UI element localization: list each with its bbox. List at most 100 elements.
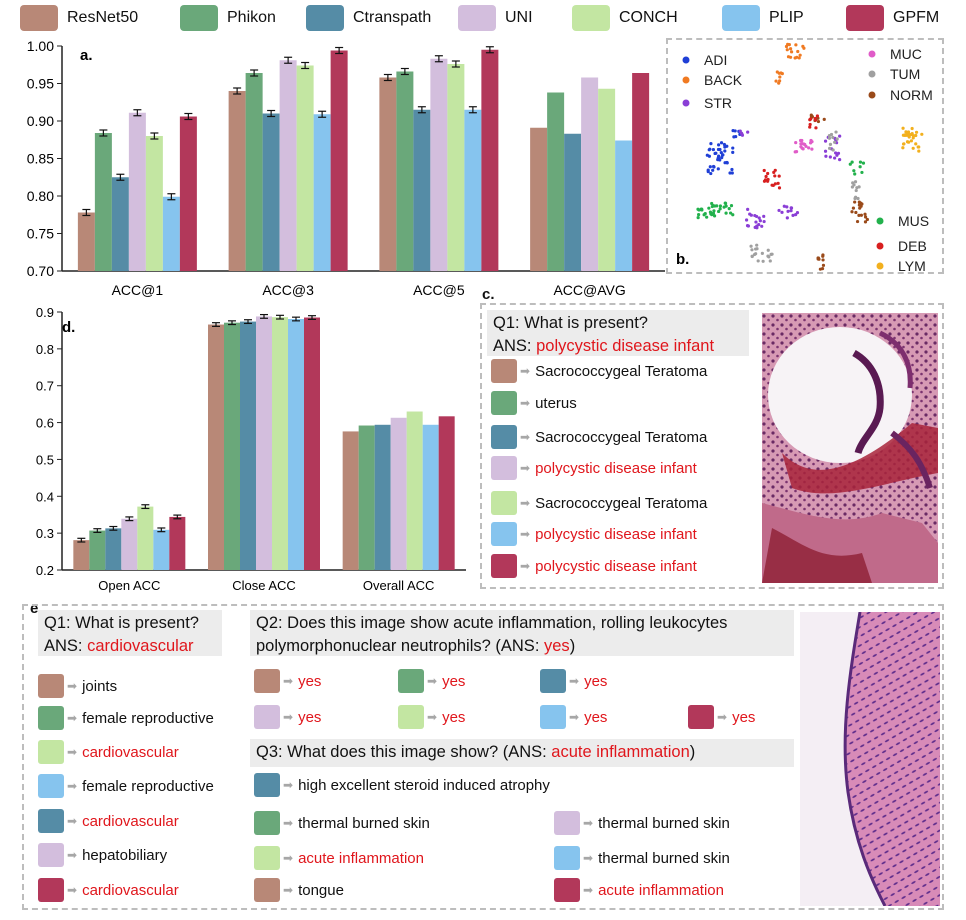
- legend-label: PLIP: [769, 9, 804, 26]
- answer-row: ➡ polycystic disease infant: [491, 455, 697, 481]
- bar: [137, 506, 154, 570]
- scatter-point: [706, 170, 710, 174]
- scatter-point: [850, 210, 854, 214]
- model-swatch: [540, 705, 566, 729]
- panel-e-q2-ans: yes: [544, 637, 570, 655]
- answer-text: hepatobiliary: [82, 846, 168, 864]
- scatter-point: [762, 214, 766, 218]
- bar: [447, 64, 465, 271]
- scatter-point: [731, 146, 735, 150]
- scatter-point: [731, 150, 735, 154]
- answer-row: ➡ thermal burned skin: [254, 810, 430, 836]
- scatter-point: [909, 132, 913, 137]
- arrow-icon: ➡: [67, 779, 78, 793]
- scatter-point: [823, 149, 828, 153]
- scatter-legend-dot: [868, 50, 876, 58]
- scatter-point: [731, 213, 735, 217]
- scatter-point: [705, 215, 709, 219]
- scatter-legend-dot: [682, 76, 690, 84]
- scatter-point: [835, 153, 839, 157]
- scatter-point: [755, 243, 759, 247]
- scatter-point: [808, 125, 812, 129]
- model-swatch: [554, 846, 580, 870]
- scatter-point: [856, 196, 860, 201]
- bar: [228, 91, 246, 271]
- scatter-point: [715, 204, 719, 208]
- scatter-point: [766, 171, 770, 176]
- scatter-point: [857, 213, 861, 218]
- panel-e-q3-ans: acute inflammation: [551, 743, 690, 761]
- scatter-point: [724, 211, 728, 215]
- legend-label: Ctranspath: [353, 9, 432, 26]
- scatter-point: [709, 171, 713, 176]
- bar: [422, 424, 439, 570]
- scatter-point: [838, 158, 842, 162]
- panel-e-q2-line1: Q2: Does this image show acute inflammat…: [256, 614, 728, 632]
- answer-text: yes: [298, 708, 322, 726]
- scatter-point: [785, 216, 789, 220]
- scatter-legend-label: STR: [704, 95, 732, 111]
- answer-row: ➡ yes: [254, 704, 321, 730]
- legend-item: Phikon: [180, 4, 276, 32]
- panel-e-q3-suffix: ): [689, 743, 696, 761]
- y-tick-label: 1.00: [27, 38, 54, 54]
- scatter-point: [786, 42, 790, 46]
- bar: [240, 321, 256, 570]
- panel-c-question-box: Q1: What is present? ANS: polycystic dis…: [487, 310, 749, 356]
- scatter-point: [848, 162, 852, 166]
- scatter-point: [827, 133, 832, 138]
- scatter-point: [865, 217, 869, 222]
- scatter-point: [901, 142, 906, 146]
- answer-row: ➡ thermal burned skin: [554, 810, 730, 836]
- arrow-icon: ➡: [520, 496, 531, 510]
- answer-text: cardiovascular: [82, 743, 179, 761]
- legend-item: UNI: [458, 4, 533, 32]
- panel-e-q3-prefix: Q3: What does this image show? (ANS:: [256, 743, 552, 761]
- scatter-point: [728, 171, 732, 175]
- scatter-point: [746, 224, 751, 228]
- scatter-point: [807, 146, 811, 150]
- scatter-point: [740, 133, 745, 137]
- bar: [374, 424, 391, 570]
- answer-row: ➡ female reproductive: [38, 773, 214, 799]
- scatter-point: [749, 244, 753, 248]
- arrow-icon: ➡: [67, 814, 78, 828]
- arrow-icon: ➡: [283, 710, 294, 724]
- answer-text: yes: [584, 708, 608, 726]
- scatter-point: [808, 118, 812, 122]
- scatter-point: [850, 185, 855, 189]
- scatter-point: [768, 259, 772, 263]
- answer-text: acute inflammation: [598, 881, 724, 899]
- bar: [438, 416, 455, 570]
- panel-e-q1-ans-prefix: ANS:: [44, 637, 88, 655]
- answer-text: yes: [442, 708, 466, 726]
- scatter-point: [697, 212, 701, 217]
- scatter-point: [756, 259, 760, 263]
- answer-text: thermal burned skin: [598, 849, 730, 867]
- scatter-point: [863, 220, 868, 224]
- model-swatch: [254, 878, 280, 902]
- bar: [208, 324, 224, 570]
- scatter-point: [711, 147, 715, 152]
- bar: [330, 50, 348, 271]
- bar: [481, 49, 499, 271]
- scatter-point: [823, 139, 828, 143]
- model-swatch: [38, 878, 64, 902]
- y-tick-label: 0.75: [27, 226, 54, 242]
- scatter-point: [716, 167, 720, 171]
- bar: [304, 317, 320, 570]
- bar: [413, 109, 431, 271]
- bar: [288, 319, 304, 570]
- scatter-point: [821, 254, 825, 258]
- model-swatch: [491, 554, 517, 578]
- scatter-point: [709, 142, 713, 146]
- arrow-icon: ➡: [67, 679, 78, 693]
- scatter-point: [850, 160, 854, 164]
- scatter-point: [708, 210, 713, 214]
- y-tick-label: 0.3: [36, 526, 54, 541]
- scatter-point: [719, 150, 723, 155]
- scatter-point: [861, 161, 866, 165]
- model-swatch: [38, 843, 64, 867]
- scatter-point: [911, 146, 915, 150]
- scatter-point: [746, 130, 750, 134]
